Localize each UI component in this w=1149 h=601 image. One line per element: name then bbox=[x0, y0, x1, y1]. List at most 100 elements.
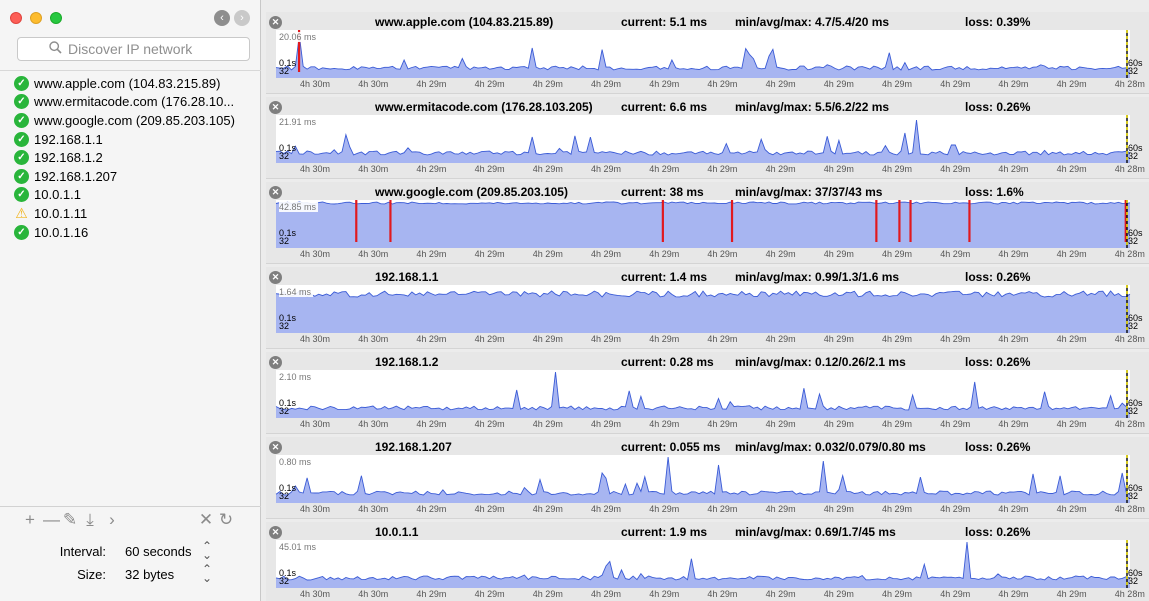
host-list-item[interactable]: ✓ 192.168.1.1 bbox=[0, 130, 261, 149]
interval-stepper[interactable]: ⌃ ⌄ bbox=[202, 539, 213, 562]
time-tick-label: 4h 29m bbox=[416, 249, 447, 259]
packet-loss: loss: 0.26% bbox=[965, 440, 1031, 454]
current-latency: current: 1.4 ms bbox=[621, 270, 708, 284]
host-list-item[interactable]: ⚠ 10.0.1.11 bbox=[0, 204, 261, 223]
min-avg-max: min/avg/max: 4.7/5.4/20 ms bbox=[735, 15, 890, 29]
host-list-item[interactable]: ✓ 10.0.1.16 bbox=[0, 223, 261, 242]
latency-chart bbox=[275, 200, 1131, 248]
window-close-button[interactable] bbox=[10, 12, 22, 24]
latency-chart bbox=[275, 30, 1131, 78]
time-tick-label: 4h 29m bbox=[940, 419, 971, 429]
pin-icon[interactable]: ⤓ bbox=[86, 510, 94, 529]
time-tick-label: 4h 28m bbox=[1114, 334, 1145, 344]
time-tick-label: 4h 28m bbox=[1114, 589, 1145, 599]
search-input[interactable] bbox=[68, 41, 218, 57]
timeout-label: 0.1s bbox=[279, 58, 297, 68]
latency-plot[interactable]: 0.80 ms 0.1s 32 60s 32 bbox=[275, 455, 1143, 503]
time-tick-label: 4h 29m bbox=[882, 249, 913, 259]
back-button[interactable]: ‹ bbox=[214, 10, 230, 26]
time-tick-label: 4h 29m bbox=[532, 79, 563, 89]
window-zoom-button[interactable] bbox=[50, 12, 62, 24]
host-label: 192.168.1.2 bbox=[34, 150, 103, 166]
close-icon[interactable]: ✕ bbox=[198, 510, 214, 529]
size-scale-label: 32 bbox=[1128, 491, 1139, 501]
time-tick-label: 4h 29m bbox=[1056, 334, 1087, 344]
time-axis: 4h 30m 4h 30m 4h 29m 4h 29m 4h 29m 4h 29m 4h 2… bbox=[300, 79, 1149, 91]
time-tick-label: 4h 29m bbox=[940, 504, 971, 514]
time-tick-label: 4h 29m bbox=[591, 79, 622, 89]
chevron-right-icon[interactable]: › bbox=[109, 510, 115, 529]
remove-graph-icon[interactable]: ✕ bbox=[269, 186, 282, 199]
interval-scale-label: 60s bbox=[1128, 398, 1143, 408]
remove-graph-icon[interactable]: ✕ bbox=[269, 526, 282, 539]
refresh-icon[interactable]: ↻ bbox=[218, 510, 234, 529]
warning-icon: ⚠ bbox=[15, 204, 28, 221]
search-field[interactable] bbox=[17, 37, 250, 61]
host-list-item[interactable]: ✓ 192.168.1.2 bbox=[0, 148, 261, 167]
host-label: www.apple.com (104.83.215.89) bbox=[34, 75, 221, 91]
latency-area bbox=[276, 372, 1130, 418]
remove-graph-icon[interactable]: ✕ bbox=[269, 16, 282, 29]
time-tick-label: 4h 29m bbox=[882, 79, 913, 89]
checkmark-icon: ✓ bbox=[14, 94, 29, 110]
time-tick-label: 4h 29m bbox=[1056, 419, 1087, 429]
size-label: 32 bbox=[279, 406, 290, 416]
sidebar: ‹ › ✓ www.apple.com (104.83.215.89) ✓ www.e… bbox=[0, 0, 261, 601]
latency-plot[interactable]: 20.06 ms 0.1s 32 60s 32 bbox=[275, 30, 1143, 78]
latency-plot[interactable]: 1.64 ms 0.1s 32 60s 32 bbox=[275, 285, 1143, 333]
current-latency: current: 5.1 ms bbox=[621, 15, 708, 29]
latency-plot[interactable]: 42.85 ms 0.1s 32 60s 32 bbox=[275, 200, 1143, 248]
time-tick-label: 4h 29m bbox=[765, 334, 796, 344]
time-tick-label: 4h 29m bbox=[823, 79, 854, 89]
host-list-item[interactable]: ✓ www.apple.com (104.83.215.89) bbox=[0, 74, 261, 93]
host-list-item[interactable]: ✓ 192.168.1.207 bbox=[0, 167, 261, 186]
time-tick-label: 4h 28m bbox=[1114, 249, 1145, 259]
time-tick-label: 4h 29m bbox=[591, 419, 622, 429]
time-tick-label: 4h 30m bbox=[358, 164, 389, 174]
time-tick-label: 4h 29m bbox=[474, 504, 505, 514]
latency-chart bbox=[275, 370, 1131, 418]
min-avg-max: min/avg/max: 0.99/1.3/1.6 ms bbox=[735, 270, 900, 284]
latency-plot[interactable]: 2.10 ms 0.1s 32 60s 32 bbox=[275, 370, 1143, 418]
remove-graph-icon[interactable]: ✕ bbox=[269, 271, 282, 284]
host-list-item[interactable]: ✓ www.ermitacode.com (176.28.10... bbox=[0, 93, 261, 112]
packet-loss: loss: 0.39% bbox=[965, 15, 1031, 29]
size-scale-label: 32 bbox=[1128, 66, 1139, 76]
time-tick-label: 4h 30m bbox=[358, 419, 389, 429]
time-tick-label: 4h 29m bbox=[1056, 249, 1087, 259]
pencil-icon[interactable]: ✎ bbox=[62, 510, 78, 529]
time-tick-label: 4h 30m bbox=[300, 419, 331, 429]
remove-graph-icon[interactable]: ✕ bbox=[269, 441, 282, 454]
host-list-item[interactable]: ✓ www.google.com (209.85.203.105) bbox=[0, 111, 261, 130]
host-list-item[interactable]: ✓ 10.0.1.1 bbox=[0, 186, 261, 205]
interval-value[interactable]: 60 seconds bbox=[125, 544, 192, 559]
minus-icon[interactable]: — bbox=[43, 510, 60, 529]
time-tick-label: 4h 30m bbox=[300, 249, 331, 259]
time-tick-label: 4h 29m bbox=[532, 334, 563, 344]
remove-graph-icon[interactable]: ✕ bbox=[269, 356, 282, 369]
host-label: 10.0.1.1 bbox=[34, 187, 81, 203]
latency-plot[interactable]: 21.91 ms 0.1s 32 60s 32 bbox=[275, 115, 1143, 163]
graph-host-title: www.google.com (209.85.203.105) bbox=[375, 185, 568, 199]
size-stepper[interactable]: ⌃ ⌄ bbox=[202, 562, 213, 585]
latency-plot[interactable]: 45.01 ms 0.1s 32 60s 32 bbox=[275, 540, 1143, 588]
time-tick-label: 4h 30m bbox=[300, 79, 331, 89]
time-tick-label: 4h 30m bbox=[300, 589, 331, 599]
window-minimize-button[interactable] bbox=[30, 12, 42, 24]
plus-icon[interactable]: + bbox=[25, 510, 35, 529]
host-label: www.google.com (209.85.203.105) bbox=[34, 112, 235, 128]
time-tick-label: 4h 29m bbox=[998, 419, 1029, 429]
graph-host-title: www.ermitacode.com (176.28.103.205) bbox=[375, 100, 593, 114]
host-label: 192.168.1.1 bbox=[34, 131, 103, 147]
min-avg-max: min/avg/max: 0.69/1.7/45 ms bbox=[735, 525, 896, 539]
time-tick-label: 4h 29m bbox=[649, 504, 680, 514]
time-axis: 4h 30m 4h 30m 4h 29m 4h 29m 4h 29m 4h 29m 4h 2… bbox=[300, 504, 1149, 516]
size-value[interactable]: 32 bytes bbox=[125, 567, 175, 582]
time-tick-label: 4h 30m bbox=[300, 164, 331, 174]
min-scale-label: 0.1s 32 bbox=[279, 484, 296, 501]
size-scale-label: 32 bbox=[1128, 406, 1139, 416]
forward-button[interactable]: › bbox=[234, 10, 250, 26]
time-tick-label: 4h 29m bbox=[474, 589, 505, 599]
remove-graph-icon[interactable]: ✕ bbox=[269, 101, 282, 114]
min-avg-max: min/avg/max: 0.12/0.26/2.1 ms bbox=[735, 355, 906, 369]
